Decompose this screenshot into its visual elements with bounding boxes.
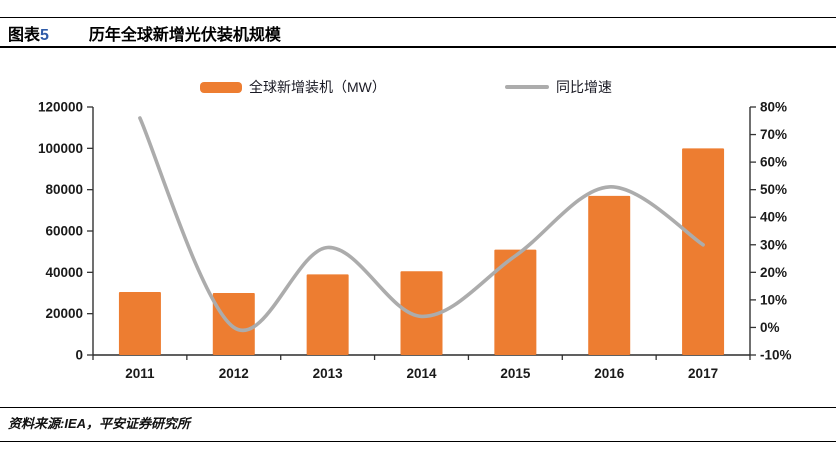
legend-item-installations: 全球新增装机（MW）: [200, 76, 386, 98]
left-axis-label: 120000: [38, 100, 83, 115]
left-axis-label: 60000: [45, 224, 83, 239]
x-axis-label-2016: 2016: [594, 366, 625, 381]
right-axis-label: 30%: [760, 237, 787, 252]
bar-2017: [682, 148, 725, 355]
figure-title: 历年全球新增光伏装机规模: [88, 27, 281, 44]
x-axis-label-2017: 2017: [688, 366, 718, 381]
header-top-rule: [0, 17, 836, 18]
left-axis-label: 20000: [45, 306, 83, 321]
footer-bottom-rule: [0, 441, 836, 442]
legend-label-growth: 同比增速: [556, 79, 612, 95]
figure-number: 5: [40, 27, 49, 44]
bar-2014: [400, 271, 443, 355]
legend-line-swatch-icon: [505, 85, 549, 89]
left-axis-label: 40000: [45, 265, 83, 280]
figure-label: 图表5: [8, 21, 49, 45]
footer-top-rule: [0, 407, 836, 408]
legend-item-growth: 同比增速: [505, 76, 612, 98]
legend-bar-swatch-icon: [200, 81, 242, 93]
x-axis-label-2013: 2013: [313, 366, 344, 381]
right-axis-label: 10%: [760, 292, 787, 307]
bar-2013: [306, 274, 349, 355]
right-axis-label: 40%: [760, 210, 787, 225]
bar-2016: [588, 195, 631, 355]
x-axis-label-2015: 2015: [500, 366, 531, 381]
figure-label-text: 图表: [8, 27, 41, 44]
chart-legend: 全球新增装机（MW） 同比增速: [0, 76, 836, 98]
growth-line: [138, 116, 705, 333]
x-axis-label-2014: 2014: [406, 366, 437, 381]
right-axis-label: -10%: [760, 348, 792, 363]
left-axis-label: 0: [75, 348, 83, 363]
bar-2015: [494, 249, 537, 355]
bar-line-chart: 0 20000 40000 60000 80000 100000 120000 -10% 0% 1…: [38, 100, 792, 382]
left-axis-label: 100000: [38, 141, 83, 156]
left-axis-label: 80000: [45, 182, 83, 197]
right-axis-label: 70%: [760, 127, 787, 142]
x-axis-label-2012: 2012: [219, 366, 249, 381]
right-axis-label: 60%: [760, 155, 787, 170]
source-note: 资料来源:IEA，平安证券研究所: [8, 416, 191, 431]
figure-header: 图表5 历年全球新增光伏装机规模: [8, 21, 828, 45]
right-axis-label: 80%: [760, 100, 787, 115]
bar-2012: [212, 293, 255, 355]
right-axis-label: 0%: [760, 320, 780, 335]
legend-label-installations: 全球新增装机（MW）: [249, 79, 386, 95]
right-axis-label: 50%: [760, 182, 787, 197]
right-axis-label: 20%: [760, 265, 787, 280]
x-axis-label-2011: 2011: [125, 366, 155, 381]
bar-2011: [118, 291, 161, 355]
header-bottom-rule: [0, 46, 836, 48]
